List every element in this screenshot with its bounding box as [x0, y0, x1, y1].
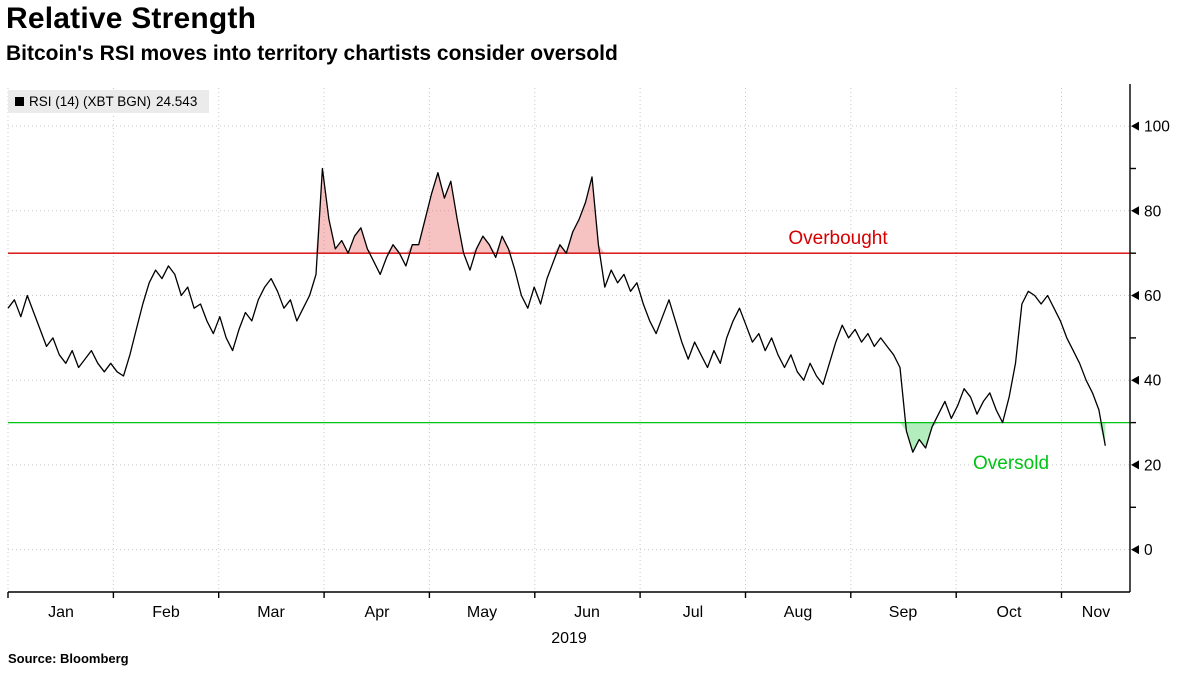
y-tick-label: 80	[1144, 203, 1162, 220]
oversold-label: Oversold	[973, 453, 1049, 474]
y-tick-marker	[1131, 460, 1139, 470]
y-tick-marker	[1131, 375, 1139, 385]
y-tick-marker	[1131, 291, 1139, 300]
x-month-label: Feb	[152, 604, 180, 621]
oversold-fill	[8, 422, 1106, 453]
page-title: Relative Strength	[6, 2, 257, 35]
y-tick-label: 40	[1144, 373, 1162, 390]
x-month-label: Apr	[365, 604, 391, 621]
y-tick-marker	[1131, 545, 1139, 555]
legend-label: RSI (14) (XBT BGN)	[29, 94, 152, 109]
x-month-label: Sep	[889, 604, 918, 621]
x-month-label: May	[467, 604, 497, 621]
chart-subtitle: Bitcoin's RSI moves into territory chart…	[6, 42, 618, 65]
x-year-label: 2019	[551, 630, 587, 647]
x-month-label: Oct	[997, 604, 1022, 621]
x-month-label: Jul	[683, 604, 703, 621]
chart-canvas: Overbought Oversold 0 20 40 60 80 100 Jan Feb Mar A…	[7, 84, 1170, 647]
x-month-label: Jan	[48, 604, 74, 621]
y-tick-marker	[1131, 206, 1139, 216]
chart-area: Overbought Oversold 0 20 40 60 80 100 Jan Feb Mar A…	[0, 80, 1200, 655]
y-tick-label: 60	[1144, 288, 1162, 305]
x-month-label: Mar	[257, 604, 285, 621]
x-month-label: Jun	[574, 604, 600, 621]
y-tick-label: 100	[1144, 119, 1170, 136]
y-tick-label: 20	[1144, 457, 1162, 474]
x-month-label: Aug	[784, 604, 812, 621]
y-tick-marker	[1131, 121, 1139, 131]
legend-value: 24.543	[156, 94, 198, 109]
overbought-label: Overbought	[788, 228, 888, 249]
y-tick-label: 0	[1144, 542, 1153, 559]
legend-swatch-icon	[15, 97, 24, 106]
x-month-label: Nov	[1082, 604, 1110, 621]
rsi-line	[7, 167, 1106, 453]
chart-legend: RSI (14) (XBT BGN) 24.543	[8, 90, 210, 113]
source-attribution: Source: Bloomberg	[8, 651, 129, 666]
